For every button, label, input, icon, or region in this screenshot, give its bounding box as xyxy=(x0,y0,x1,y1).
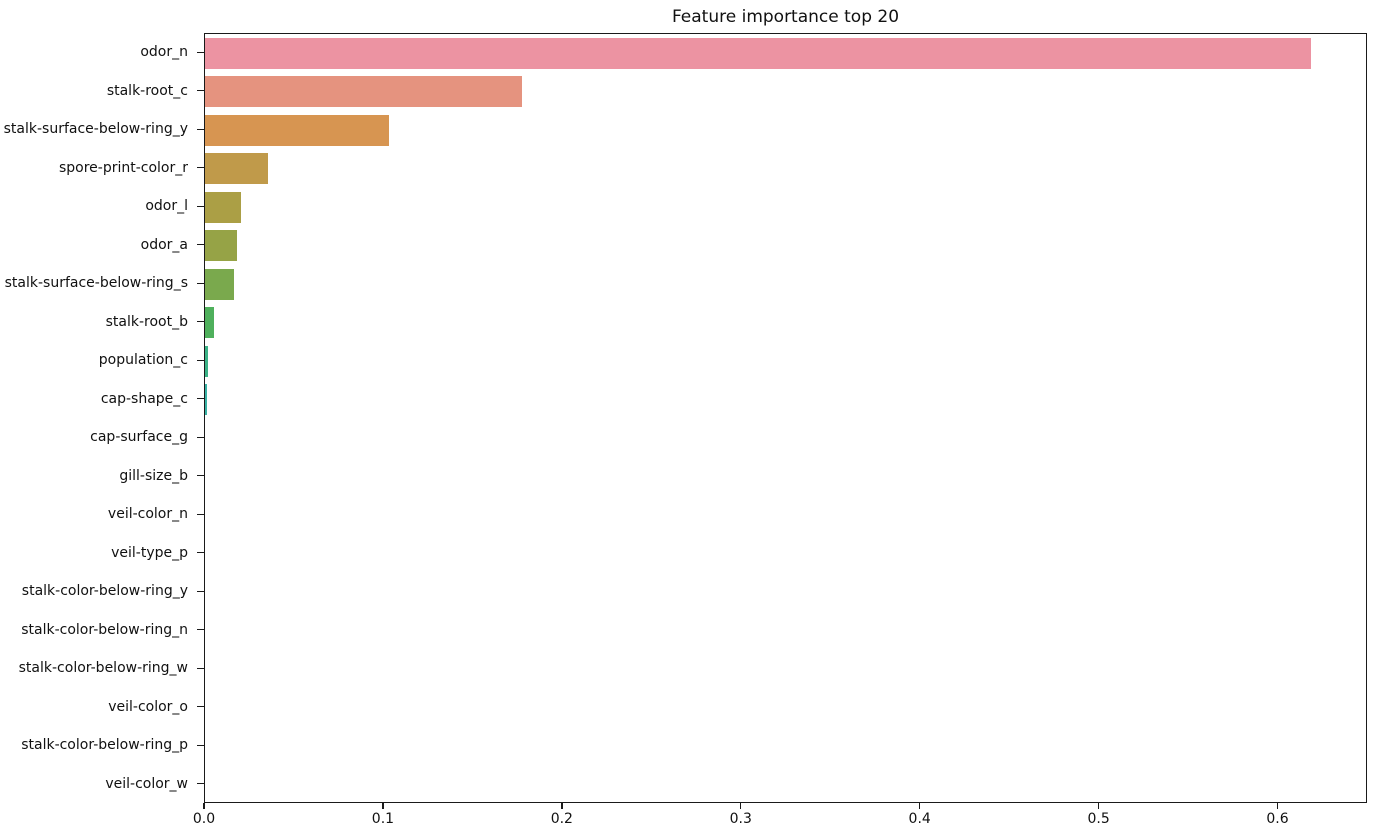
x-tick-label-0.1: 0.1 xyxy=(371,811,395,827)
bar-stalk-root_b xyxy=(205,307,214,339)
y-tick-mark xyxy=(197,744,204,746)
x-tick-label-0.3: 0.3 xyxy=(729,811,752,827)
y-tick-label-veil-color_n: veil-color_n xyxy=(107,506,188,523)
y-tick-label-cap-shape_c: cap-shape_c xyxy=(100,390,188,407)
y-tick-label-population_c: population_c xyxy=(98,352,188,369)
y-tick-label-odor_a: odor_a xyxy=(140,236,188,253)
y-tick-label-stalk-color-below-ring_w: stalk-color-below-ring_w xyxy=(18,660,188,677)
bar-stalk-surface-below-ring_y xyxy=(205,114,390,146)
y-tick-label-stalk-color-below-ring_n: stalk-color-below-ring_n xyxy=(21,621,188,638)
y-tick-label-odor_n: odor_n xyxy=(140,44,188,61)
y-tick-mark xyxy=(197,552,204,554)
y-tick-label-stalk-surface-below-ring_s: stalk-surface-below-ring_s xyxy=(4,275,188,292)
bar-odor_a xyxy=(205,230,238,262)
x-tick-mark xyxy=(203,803,205,809)
y-tick-label-stalk-surface-below-ring_y: stalk-surface-below-ring_y xyxy=(3,121,188,138)
y-tick-mark xyxy=(197,244,204,246)
y-tick-mark xyxy=(197,128,204,130)
y-tick-label-stalk-root_b: stalk-root_b xyxy=(105,313,188,330)
bar-odor_l xyxy=(205,191,241,223)
y-tick-mark xyxy=(197,167,204,169)
y-tick-mark xyxy=(197,706,204,708)
bar-stalk-root_c xyxy=(205,76,522,108)
y-tick-mark xyxy=(197,90,204,92)
y-tick-label-gill-size_b: gill-size_b xyxy=(119,467,188,484)
bar-odor_n xyxy=(205,37,1311,69)
x-tick-label-0.2: 0.2 xyxy=(550,811,573,827)
y-tick-mark xyxy=(197,513,204,515)
x-tick-mark xyxy=(740,803,742,809)
y-tick-mark xyxy=(197,629,204,631)
y-tick-mark xyxy=(197,436,204,438)
y-tick-mark xyxy=(197,321,204,323)
x-tick-label-0.4: 0.4 xyxy=(908,811,931,827)
y-tick-mark xyxy=(197,51,204,53)
plot-area xyxy=(204,33,1367,803)
x-tick-label-0.5: 0.5 xyxy=(1087,811,1110,827)
x-tick-mark xyxy=(382,803,384,809)
y-tick-mark xyxy=(197,475,204,477)
y-tick-mark xyxy=(197,398,204,400)
y-tick-label-spore-print-color_r: spore-print-color_r xyxy=(58,159,188,176)
y-tick-label-veil-color_o: veil-color_o xyxy=(108,698,188,715)
bar-spore-print-color_r xyxy=(205,153,268,185)
y-tick-label-stalk-root_c: stalk-root_c xyxy=(106,82,188,99)
x-tick-mark xyxy=(918,803,921,809)
x-tick-mark xyxy=(561,803,563,809)
x-tick-mark xyxy=(1097,803,1100,809)
bar-cap-shape_c xyxy=(205,384,207,416)
y-tick-mark xyxy=(197,359,204,361)
y-tick-mark xyxy=(197,590,204,592)
bar-stalk-surface-below-ring_s xyxy=(205,268,234,300)
y-tick-label-veil-type_p: veil-type_p xyxy=(111,544,188,561)
y-tick-mark xyxy=(197,282,204,284)
y-tick-mark xyxy=(197,667,204,669)
bar-population_c xyxy=(205,345,209,377)
y-tick-label-stalk-color-below-ring_y: stalk-color-below-ring_y xyxy=(21,583,188,600)
y-tick-mark xyxy=(197,205,204,207)
x-tick-label-0.6: 0.6 xyxy=(1266,811,1289,827)
y-tick-label-odor_l: odor_l xyxy=(145,198,188,215)
y-tick-label-cap-surface_g: cap-surface_g xyxy=(90,429,188,446)
x-tick-mark xyxy=(1276,803,1279,809)
y-tick-mark xyxy=(197,783,204,785)
x-tick-label-0.0: 0.0 xyxy=(192,811,216,827)
y-tick-label-veil-color_w: veil-color_w xyxy=(105,775,188,792)
y-tick-label-stalk-color-below-ring_p: stalk-color-below-ring_p xyxy=(21,737,188,754)
chart-title: Feature importance top 20 xyxy=(671,7,900,27)
